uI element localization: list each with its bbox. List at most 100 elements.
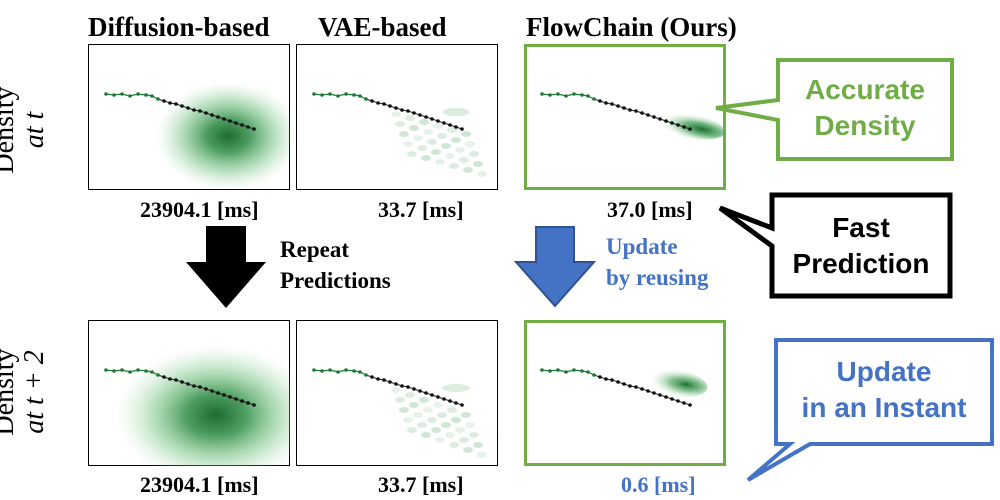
- predicted-point: [204, 111, 208, 115]
- sample-cluster: [399, 407, 409, 413]
- predicted-point: [222, 117, 226, 121]
- predicted-point: [198, 385, 202, 389]
- predicted-point: [174, 378, 178, 382]
- predicted-point: [634, 109, 638, 113]
- sample-cluster: [465, 141, 475, 147]
- callout-accurate-line1: Accurate: [805, 74, 925, 105]
- predicted-point: [252, 403, 256, 407]
- sample-cluster: [391, 111, 401, 117]
- predicted-point: [424, 391, 428, 395]
- sample-cluster: [391, 387, 401, 393]
- sample-cluster: [435, 437, 445, 443]
- sample-cluster: [421, 432, 431, 438]
- predicted-point: [598, 375, 602, 379]
- row-label-bottom-line1: Density: [0, 348, 20, 436]
- predicted-point: [180, 380, 184, 384]
- callout-fast-line2: Prediction: [792, 248, 930, 279]
- predicted-point: [222, 393, 226, 397]
- trajectory: [104, 368, 256, 407]
- observed-point: [144, 369, 148, 373]
- predicted-point: [228, 119, 232, 123]
- observed-point: [120, 368, 124, 372]
- predicted-point: [192, 108, 196, 112]
- predicted-point: [186, 106, 190, 110]
- predicted-point: [622, 106, 626, 110]
- observed-point: [592, 373, 596, 377]
- arrow-update-line2: by reusing: [606, 265, 709, 290]
- row-label-top-line1: Density: [0, 86, 20, 174]
- sample-cluster: [455, 147, 465, 153]
- observed-point: [150, 370, 154, 374]
- row-label-top: Density at t: [0, 40, 50, 220]
- observed-point: [556, 92, 560, 96]
- observed-point: [112, 93, 116, 97]
- panel-top-vae: [296, 44, 498, 190]
- sample-cluster: [477, 171, 487, 177]
- sample-cluster: [451, 137, 461, 143]
- trajectory: [312, 92, 464, 131]
- timing-top-diffusion: 23904.1 [ms]: [140, 197, 259, 222]
- predicted-point: [610, 378, 614, 382]
- callout-instant-shape: [746, 338, 994, 482]
- trajectory: [540, 92, 692, 131]
- panel-bottom-vae: [296, 320, 498, 466]
- sample-cluster: [405, 392, 415, 398]
- predicted-point: [598, 99, 602, 103]
- predicted-point: [454, 401, 458, 405]
- sample-cluster: [395, 121, 405, 127]
- column-title-vae: VAE-based: [318, 12, 447, 42]
- predicted-point: [436, 395, 440, 399]
- predicted-point: [448, 123, 452, 127]
- predicted-point: [394, 106, 398, 110]
- density-plot-bottom-diffusion: [88, 320, 290, 466]
- row-label-top-line2: at t: [19, 111, 50, 149]
- predicted-point: [676, 399, 680, 403]
- predicted-point: [658, 393, 662, 397]
- sample-cluster: [395, 397, 405, 403]
- predicted-point: [204, 387, 208, 391]
- predicted-point: [234, 397, 238, 401]
- sample-cluster: [445, 153, 455, 159]
- density-plot-bottom-flowchain: [524, 320, 726, 466]
- predicted-point: [436, 119, 440, 123]
- sample-cluster: [437, 133, 447, 139]
- sample-cluster: [409, 125, 419, 131]
- predicted-point: [640, 387, 644, 391]
- predicted-point: [682, 401, 686, 405]
- predicted-point: [418, 113, 422, 117]
- predicted-point: [246, 125, 250, 129]
- observed-point: [592, 97, 596, 101]
- predicted-point: [658, 117, 662, 121]
- sample-cluster: [403, 141, 413, 147]
- observed-point: [548, 93, 552, 97]
- observed-point: [564, 94, 568, 98]
- trajectory: [312, 368, 464, 407]
- observed-point: [312, 368, 316, 372]
- sample-cluster: [423, 407, 433, 413]
- predicted-point: [168, 377, 172, 381]
- predicted-point: [682, 125, 686, 129]
- callout-accurate-density: Accurate Density: [712, 56, 958, 164]
- predicted-point: [634, 385, 638, 389]
- predicted-point: [670, 397, 674, 401]
- sample-cluster: [463, 167, 473, 173]
- predicted-point: [604, 101, 608, 105]
- sample-cluster: [407, 151, 417, 157]
- callout-accurate-shape: [715, 58, 954, 161]
- observed-point: [112, 369, 116, 373]
- predicted-point: [388, 104, 392, 108]
- predicted-point: [664, 395, 668, 399]
- sample-cluster: [417, 422, 427, 428]
- predicted-point: [442, 121, 446, 125]
- predicted-point: [174, 102, 178, 106]
- row-label-bottom: Density at t + 2: [0, 302, 50, 482]
- observed-point: [336, 94, 340, 98]
- observed-point: [104, 92, 108, 96]
- observed-point: [352, 369, 356, 373]
- sample-cluster: [421, 155, 431, 161]
- predicted-point: [216, 391, 220, 395]
- predicted-point: [394, 382, 398, 386]
- arrow-repeat: [186, 226, 266, 308]
- panel-top-flowchain: [524, 44, 726, 190]
- observed-point: [548, 369, 552, 373]
